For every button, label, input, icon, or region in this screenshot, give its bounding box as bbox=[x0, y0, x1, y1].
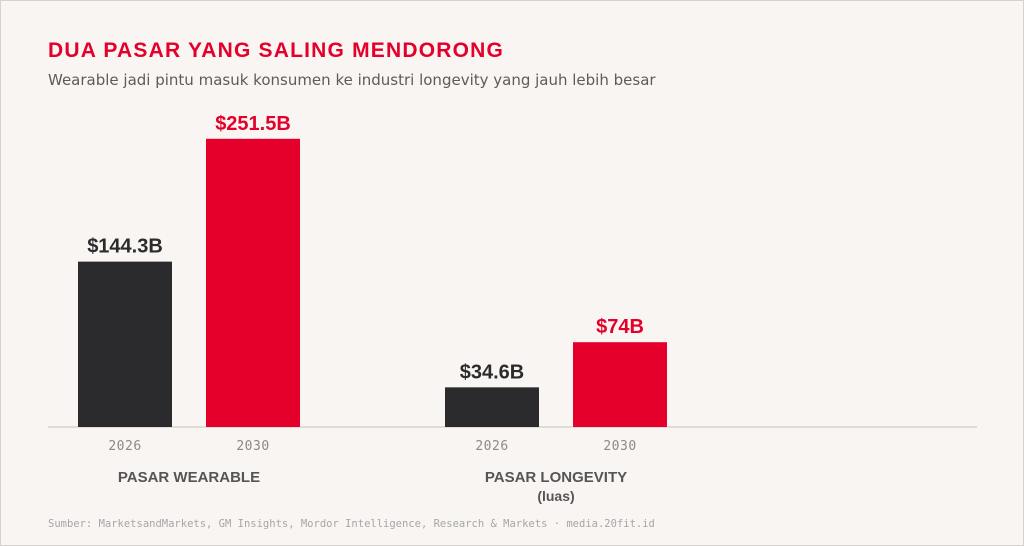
x-tick-label: 2030 bbox=[603, 439, 636, 454]
x-tick-label: 2030 bbox=[236, 439, 269, 454]
bar-value-label: $251.5B bbox=[215, 113, 291, 135]
bar-value-label: $74B bbox=[596, 316, 644, 338]
chart-title: DUA PASAR YANG SALING MENDORONG bbox=[48, 39, 505, 62]
bar-value-label: $144.3B bbox=[87, 236, 163, 258]
source-note: Sumber: MarketsandMarkets, GM Insights, … bbox=[48, 518, 655, 530]
bar-0-0 bbox=[78, 261, 172, 427]
bar-1-1 bbox=[573, 342, 667, 427]
bar-1-0 bbox=[445, 387, 539, 427]
x-tick-label: 2026 bbox=[475, 439, 508, 454]
x-tick-label: 2026 bbox=[108, 439, 141, 454]
chart-subtitle: Wearable jadi pintu masuk konsumen ke in… bbox=[48, 71, 656, 89]
group-sublabel: (luas) bbox=[537, 488, 574, 504]
group-label: PASAR LONGEVITY bbox=[485, 469, 627, 486]
group-label: PASAR WEARABLE bbox=[118, 469, 260, 486]
bar-value-label: $34.6B bbox=[460, 361, 525, 383]
bar-0-1 bbox=[206, 138, 300, 427]
